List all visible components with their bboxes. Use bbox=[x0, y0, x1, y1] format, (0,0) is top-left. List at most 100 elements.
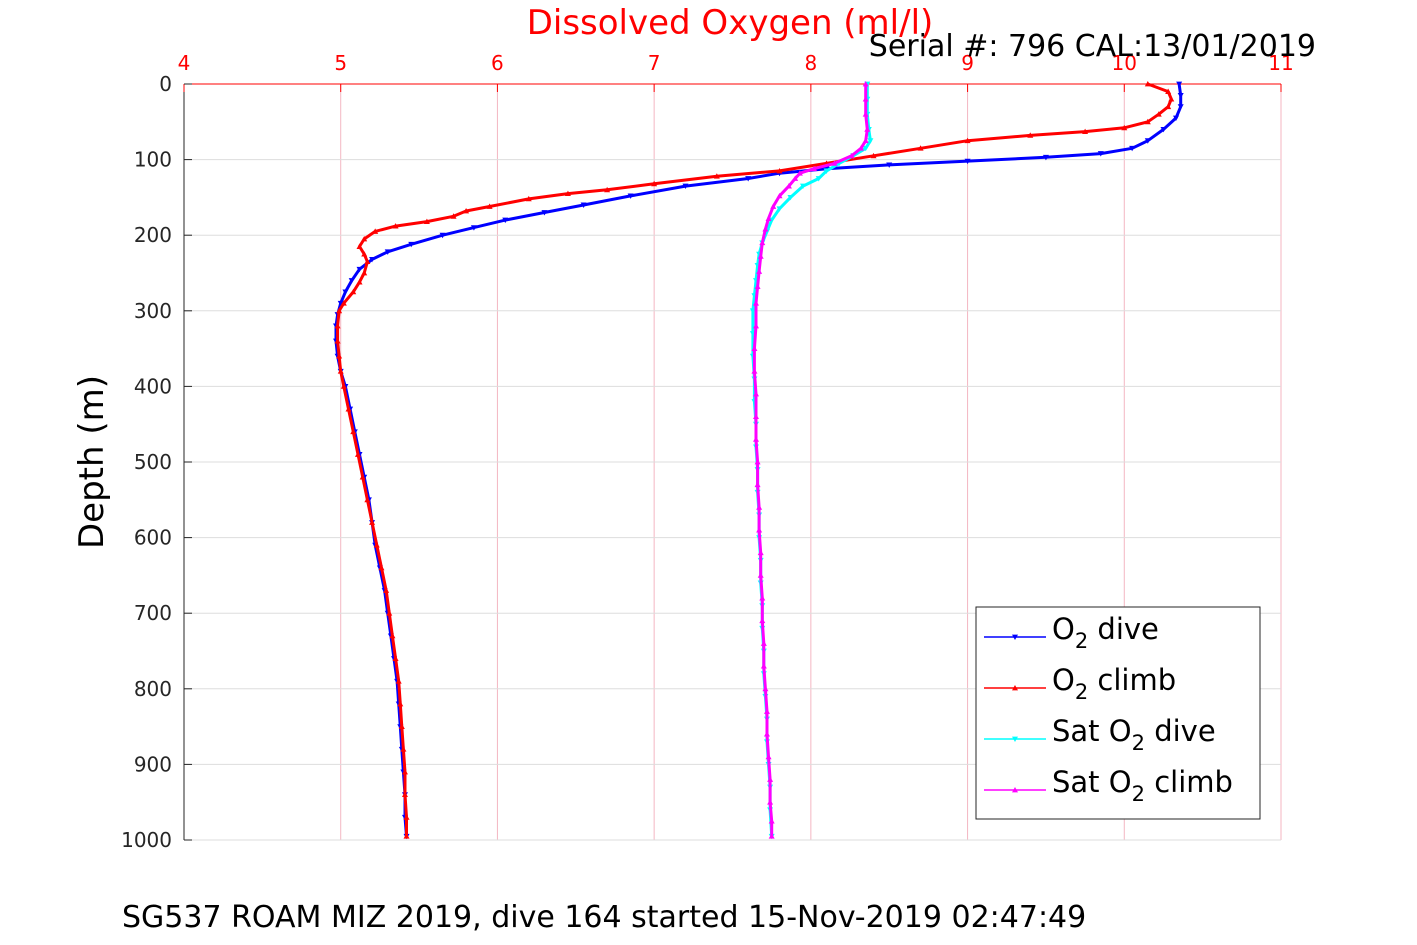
series-line-o2_dive bbox=[334, 83, 1183, 837]
legend-entry: O2 climb bbox=[984, 663, 1176, 704]
data-point-sat_climb bbox=[760, 640, 767, 646]
data-point-o2_dive bbox=[470, 225, 477, 231]
data-point-o2_climb bbox=[364, 496, 371, 503]
series-line-sat_dive bbox=[751, 84, 872, 837]
data-point-sat_climb bbox=[754, 459, 761, 465]
y-tick-label: 100 bbox=[134, 148, 172, 172]
legend-label: O2 climb bbox=[1052, 663, 1176, 704]
data-point-o2_dive bbox=[1144, 138, 1151, 144]
data-point-sat_climb bbox=[753, 390, 760, 397]
data-point-o2_climb bbox=[395, 678, 402, 684]
data-point-sat_climb bbox=[762, 226, 769, 232]
data-point-o2_dive bbox=[682, 183, 689, 190]
data-point-o2_climb bbox=[383, 587, 390, 593]
data-point-sat_climb bbox=[767, 799, 774, 805]
data-point-sat_climb bbox=[831, 160, 838, 166]
data-point-sat_climb bbox=[759, 595, 766, 601]
data-point-o2_climb bbox=[350, 288, 357, 295]
data-point-o2_climb bbox=[359, 474, 366, 480]
data-point-sat_climb bbox=[759, 617, 766, 624]
data-point-sat_climb bbox=[768, 818, 775, 824]
data-point-sat_climb bbox=[848, 152, 855, 159]
data-point-sat_climb bbox=[765, 215, 772, 221]
data-point-sat_climb bbox=[776, 192, 783, 199]
x-tick-label: 11 bbox=[1268, 51, 1293, 75]
data-point-sat_dive bbox=[815, 176, 822, 182]
data-point-sat_climb bbox=[753, 436, 760, 442]
data-point-sat_climb bbox=[754, 283, 761, 290]
data-point-sat_dive bbox=[800, 183, 807, 190]
legend-entry: O2 dive bbox=[984, 612, 1159, 653]
data-point-sat_climb bbox=[757, 253, 764, 259]
data-point-sat_climb bbox=[760, 663, 767, 669]
data-point-o2_climb bbox=[397, 700, 404, 707]
data-point-o2_climb bbox=[401, 791, 408, 798]
y-tick-label: 900 bbox=[134, 752, 172, 776]
data-point-o2_climb bbox=[337, 368, 344, 374]
data-point-o2_dive bbox=[745, 176, 752, 182]
data-point-sat_climb bbox=[862, 81, 869, 87]
data-point-o2_dive bbox=[886, 162, 893, 168]
y-tick-label: 200 bbox=[134, 223, 172, 247]
data-point-o2_climb bbox=[1027, 132, 1034, 138]
data-point-o2_dive bbox=[369, 256, 376, 263]
data-point-sat_climb bbox=[862, 137, 869, 144]
data-point-o2_dive bbox=[1176, 81, 1183, 87]
data-point-sat_climb bbox=[768, 833, 775, 839]
data-point-o2_dive bbox=[439, 232, 446, 239]
data-point-o2_climb bbox=[372, 228, 379, 234]
data-point-sat_climb bbox=[762, 685, 769, 692]
data-point-o2_climb bbox=[1082, 128, 1089, 135]
data-point-o2_climb bbox=[373, 542, 380, 548]
data-point-o2_climb bbox=[361, 235, 368, 242]
data-point-o2_climb bbox=[364, 258, 371, 265]
data-point-sat_climb bbox=[763, 731, 770, 737]
data-point-sat_climb bbox=[765, 753, 772, 760]
data-point-o2_climb bbox=[369, 519, 376, 525]
data-point-o2_climb bbox=[350, 428, 357, 435]
data-point-o2_climb bbox=[564, 190, 571, 197]
data-point-sat_climb bbox=[753, 322, 760, 329]
data-point-sat_climb bbox=[756, 268, 763, 274]
data-point-o2_climb bbox=[361, 270, 368, 276]
data-point-o2_dive bbox=[627, 193, 634, 199]
x-tick-label: 4 bbox=[178, 51, 191, 75]
data-point-o2_climb bbox=[463, 208, 470, 214]
data-point-o2_climb bbox=[356, 243, 363, 249]
data-point-o2_climb bbox=[1144, 118, 1151, 125]
data-point-o2_climb bbox=[401, 768, 408, 775]
data-point-o2_climb bbox=[386, 610, 393, 616]
legend-swatch-marker bbox=[1012, 634, 1018, 640]
data-point-o2_climb bbox=[334, 338, 341, 344]
data-point-o2_climb bbox=[340, 300, 347, 306]
data-point-o2_climb bbox=[403, 833, 410, 839]
data-point-sat_climb bbox=[810, 165, 817, 172]
data-point-o2_climb bbox=[651, 180, 658, 187]
data-point-o2_climb bbox=[1165, 103, 1172, 110]
y-tick-label: 500 bbox=[134, 450, 172, 474]
grid-lines bbox=[183, 84, 1282, 841]
data-point-sat_climb bbox=[756, 504, 763, 510]
data-point-sat_climb bbox=[770, 203, 777, 209]
data-point-o2_climb bbox=[604, 186, 611, 193]
legend-label: Sat O2 climb bbox=[1052, 765, 1233, 806]
data-point-o2_dive bbox=[348, 278, 355, 284]
data-point-o2_climb bbox=[336, 353, 343, 359]
data-point-sat_climb bbox=[796, 170, 803, 176]
data-point-o2_climb bbox=[389, 632, 396, 639]
y-axis-ticks: 0 100 200 300 400 500 600 700 800 900 1000 bbox=[121, 72, 192, 852]
data-point-sat_climb bbox=[759, 239, 766, 246]
data-point-o2_climb bbox=[450, 213, 457, 219]
legend-box bbox=[975, 606, 1261, 820]
data-point-sat_climb bbox=[751, 368, 758, 374]
data-point-sat_climb bbox=[763, 708, 770, 714]
data-point-sat_climb bbox=[753, 413, 760, 420]
series-layer bbox=[333, 81, 1184, 840]
data-point-o2_dive bbox=[541, 210, 548, 216]
data-point-o2_climb bbox=[403, 814, 410, 820]
data-point-o2_climb bbox=[340, 383, 347, 389]
y-tick-label: 800 bbox=[134, 677, 172, 701]
x-tick-label: 5 bbox=[334, 51, 347, 75]
data-point-o2_climb bbox=[870, 152, 877, 159]
